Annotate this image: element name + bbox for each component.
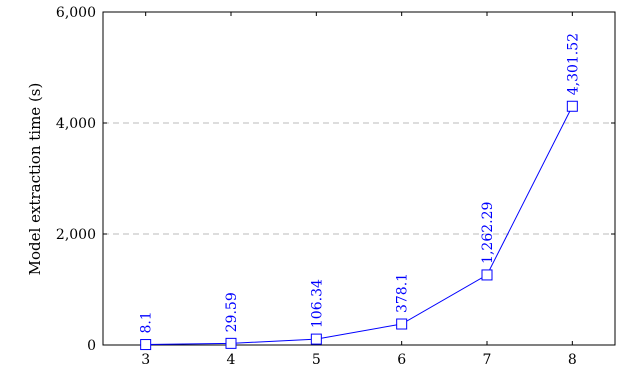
- y-axis-title: Model extraction time (s): [26, 83, 44, 276]
- data-label: 4,301.52: [565, 33, 581, 95]
- data-label: 8.1: [139, 311, 155, 333]
- data-label: 106.34: [309, 279, 325, 328]
- x-tick-label: 6: [397, 352, 406, 368]
- data-label: 29.59: [224, 292, 240, 332]
- data-point-marker: [481, 269, 493, 281]
- grid: [103, 122, 615, 235]
- y-ticks: 0 2,000 4,000 6,000: [56, 5, 615, 354]
- series-line: 8.1 29.59 106.34 378.1 1,262.29 4,301.52: [139, 33, 581, 351]
- y-tick-label: 0: [87, 338, 96, 354]
- data-point-marker: [140, 339, 152, 351]
- x-tick-label: 5: [312, 352, 321, 368]
- x-ticks: 3 4 5 6 7 8: [141, 12, 577, 368]
- y-tick-label: 2,000: [56, 227, 96, 243]
- series-polyline: [145, 106, 573, 346]
- x-tick-label: 7: [483, 352, 492, 368]
- x-tick-label: 4: [227, 352, 236, 368]
- y-tick-label: 4,000: [56, 116, 96, 132]
- y-tick-label: 6,000: [56, 5, 96, 21]
- data-point-marker: [566, 100, 578, 112]
- axes: [102, 11, 616, 346]
- x-tick-label: 3: [141, 352, 150, 368]
- data-label: 1,262.29: [480, 202, 496, 264]
- data-point-marker: [225, 337, 237, 349]
- data-point-marker: [310, 333, 322, 345]
- data-point-marker: [396, 318, 408, 330]
- plot-frame: [102, 11, 616, 346]
- data-label: 378.1: [395, 273, 411, 313]
- x-tick-label: 8: [568, 352, 577, 368]
